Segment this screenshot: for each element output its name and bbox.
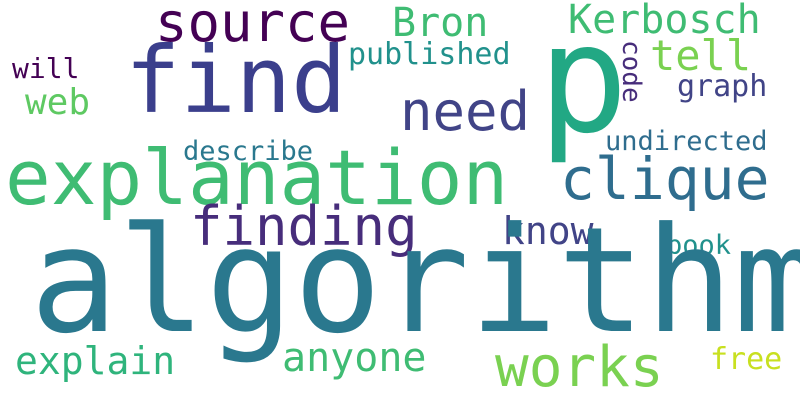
word-describe: describe <box>183 136 314 167</box>
word-kerbosch: Kerbosch <box>568 0 761 43</box>
word-algorithm: algorithm <box>30 196 800 366</box>
word-published: published <box>348 37 511 72</box>
word-find: find <box>125 27 347 134</box>
word-works: works <box>495 335 664 400</box>
word-know: know <box>502 209 594 253</box>
word-p: p <box>538 0 629 167</box>
word-graph: graph <box>677 69 768 104</box>
word-explanation: explanation <box>5 133 509 222</box>
word-tell: tell <box>650 31 752 80</box>
word-clique: clique <box>560 145 770 213</box>
word-bron: Bron <box>392 0 489 46</box>
word-code: code <box>616 40 646 103</box>
word-explain: explain <box>15 339 176 383</box>
word-need: need <box>400 80 531 143</box>
word-will: will <box>12 52 80 85</box>
word-web: web <box>25 82 91 123</box>
word-finding: finding <box>190 195 418 258</box>
word-source: source <box>155 0 351 54</box>
word-book: book <box>666 230 732 261</box>
word-anyone: anyone <box>282 335 427 381</box>
word-undirected: undirected <box>605 126 768 157</box>
word-free: free <box>710 342 783 377</box>
